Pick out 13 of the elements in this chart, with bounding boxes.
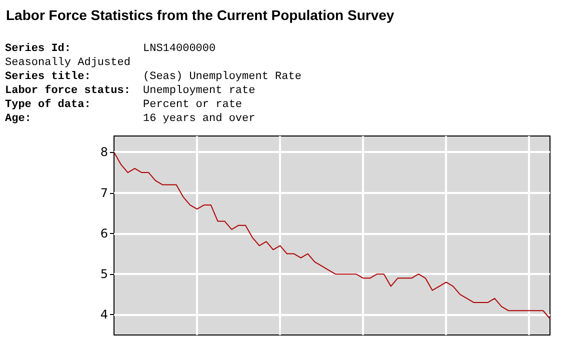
- text: Series Id: LNS14000000: [5, 43, 216, 55]
- line-series: [114, 152, 550, 320]
- y-tick-label: 5: [100, 267, 108, 282]
- text: Seasonally Adjusted: [5, 56, 130, 70]
- y-tick-label: 4: [100, 308, 108, 322]
- y-tick-label: 6: [100, 226, 108, 240]
- text: Age: 16 years and over: [5, 113, 256, 125]
- text: Series title: (Seas) Unemployment Rate: [5, 71, 302, 83]
- text: Type of data: Percent or rate: [5, 99, 242, 111]
- y-tick-label: 7: [100, 186, 108, 200]
- text: Labor force status: Unemployment rate: [5, 84, 256, 98]
- chart-title: Labor Force Statistics from the Current Population Survey: [6, 7, 394, 23]
- y-tick-label: 8: [100, 145, 108, 160]
